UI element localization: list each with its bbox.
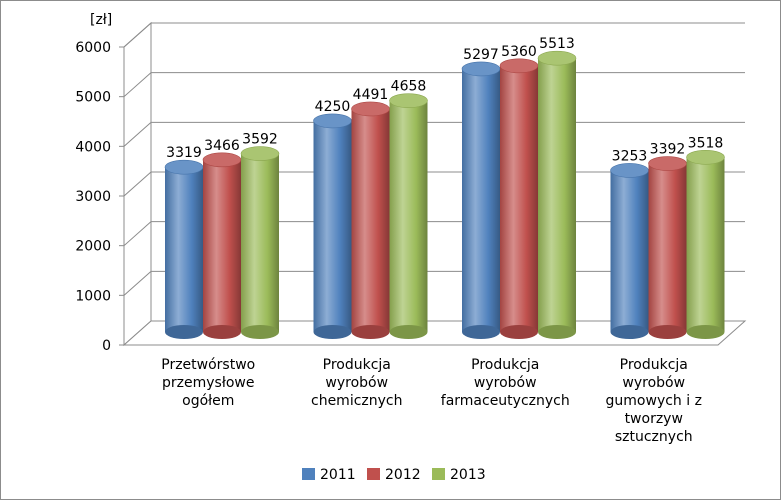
- bar-cap: [202, 152, 242, 168]
- data-label: 3466: [204, 138, 240, 154]
- bar-body: [500, 65, 538, 332]
- bar-base: [462, 325, 500, 339]
- bar-body: [686, 157, 725, 332]
- gridline: [123, 72, 745, 98]
- bar-cap: [610, 163, 649, 178]
- bar-2013-3: [686, 149, 725, 339]
- bar-body: [538, 58, 576, 332]
- bar-base: [203, 325, 241, 339]
- category-label: Przetwórstwo przemysłowe ogółem: [161, 357, 255, 409]
- category-labels: Przetwórstwo przemysłowe ogółem Produkcja wy…: [161, 357, 702, 445]
- bar-2011-3: [610, 163, 649, 339]
- category-label: Produkcja wyrobów chemicznych: [311, 357, 403, 409]
- bar-base: [538, 325, 576, 339]
- bar-base: [500, 325, 538, 339]
- bar-2013-2: [537, 50, 577, 339]
- bar-body: [165, 167, 203, 332]
- bar-base: [389, 325, 428, 339]
- legend: 2011 2012 2013: [302, 467, 486, 483]
- bar-2012-2: [499, 58, 539, 339]
- bar-2011-1: [313, 113, 352, 339]
- category-label: Produkcja wyrobów farmaceutycznych: [441, 357, 570, 409]
- bar-2013-1: [389, 93, 428, 339]
- bar-cap: [313, 113, 352, 129]
- legend-label: 2013: [450, 467, 486, 483]
- bar-body: [313, 120, 352, 333]
- y-tick-label: 4000: [75, 139, 111, 155]
- bar-cap: [499, 58, 539, 74]
- data-label: 5360: [501, 44, 537, 60]
- y-axis-label: [zł]: [90, 12, 112, 28]
- data-label: 4250: [315, 99, 351, 115]
- category-label: Produkcja wyrobów gumowych i z tworzyw sztuc…: [606, 357, 702, 445]
- bars: [164, 50, 725, 339]
- bar-cap: [461, 61, 501, 77]
- bar-base: [648, 325, 687, 339]
- data-label: 5513: [539, 36, 575, 52]
- bar-base: [313, 325, 352, 339]
- y-axis-ticks: 0 1000 2000 3000 4000 5000 6000: [75, 40, 125, 354]
- gridline: [123, 22, 745, 48]
- bar-body: [203, 159, 241, 332]
- bar-2012-3: [648, 156, 687, 339]
- bar-2012-1: [351, 101, 390, 339]
- y-tick-label: 6000: [75, 40, 111, 56]
- bar-body: [462, 68, 500, 333]
- bar-base: [241, 325, 279, 339]
- y-tick-label: 2000: [75, 239, 111, 255]
- data-label: 3592: [242, 132, 278, 148]
- bar-2013-0: [240, 146, 280, 339]
- data-label: 5297: [463, 47, 499, 63]
- bar-2012-0: [202, 152, 242, 339]
- bar-cap: [686, 149, 725, 165]
- data-label: 4491: [353, 87, 389, 103]
- bar-body: [610, 170, 649, 332]
- bar-cap: [648, 156, 687, 171]
- legend-swatch: [367, 468, 380, 480]
- data-label: 4658: [391, 79, 427, 95]
- data-label: 3518: [688, 135, 724, 151]
- floor: [122, 320, 747, 346]
- bar-base: [610, 325, 649, 339]
- bar-cap: [537, 50, 577, 66]
- legend-swatch: [302, 468, 315, 480]
- bar-body: [351, 108, 390, 333]
- bar-cap: [389, 93, 428, 108]
- data-label: 3319: [166, 145, 202, 161]
- legend-label: 2011: [320, 467, 356, 483]
- bar-2011-2: [461, 61, 501, 339]
- legend-label: 2012: [385, 467, 421, 483]
- bar-cap: [351, 101, 390, 117]
- y-tick-label: 1000: [75, 288, 111, 304]
- data-label: 3392: [650, 142, 686, 158]
- y-tick-label: 5000: [75, 90, 111, 106]
- bar-base: [351, 325, 390, 339]
- bar-base: [165, 325, 203, 339]
- bar-base: [686, 325, 725, 339]
- bar-cap: [164, 159, 204, 175]
- bar-2011-0: [164, 159, 204, 339]
- y-tick-label: 3000: [75, 189, 111, 205]
- y-tick-label: 0: [102, 338, 111, 354]
- legend-swatch: [432, 468, 445, 480]
- bar-cap: [240, 146, 280, 161]
- bar-body: [241, 153, 279, 332]
- data-label: 3253: [612, 148, 648, 164]
- bar-body: [389, 100, 428, 332]
- bar-body: [648, 163, 687, 332]
